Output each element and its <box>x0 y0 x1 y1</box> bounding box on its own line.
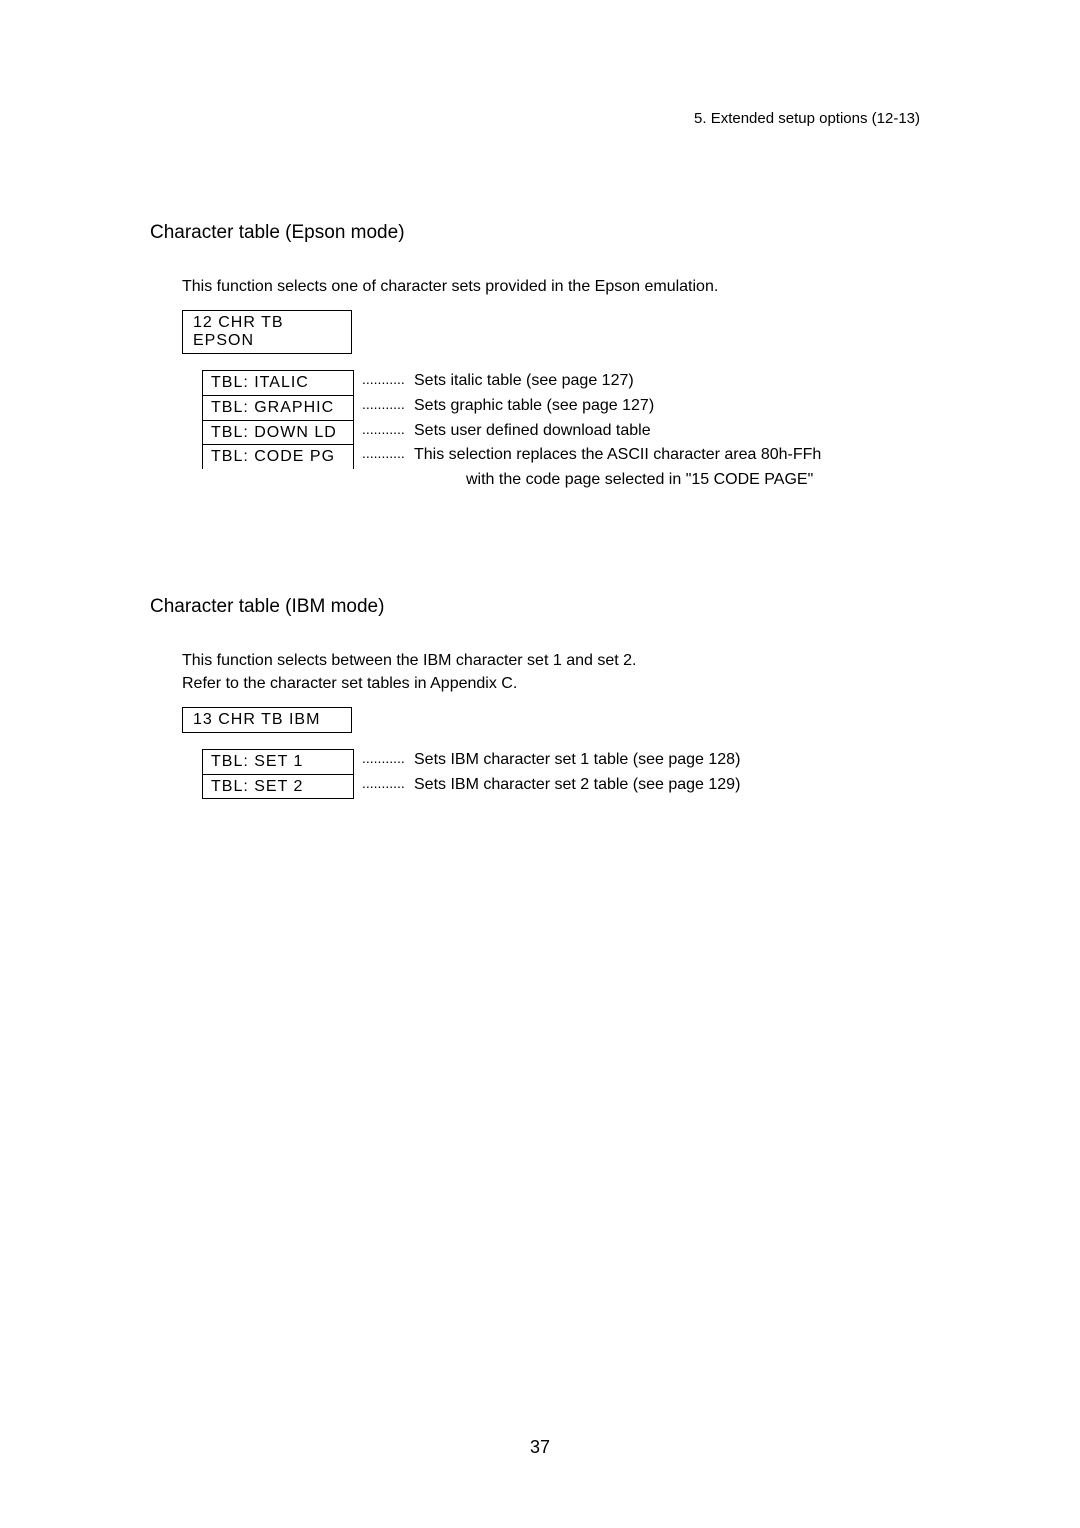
option-label-box: TBL: SET 1 <box>202 749 354 774</box>
options-block: TBL: ITALIC ........... Sets italic tabl… <box>202 370 980 491</box>
option-row: TBL: DOWN LD ........... Sets user defin… <box>202 420 980 445</box>
option-label-box: TBL: GRAPHIC <box>202 395 354 420</box>
section-description: This function selects one of character s… <box>182 276 980 298</box>
option-row: TBL: SET 1 ........... Sets IBM characte… <box>202 749 980 774</box>
section-ibm: Character table (IBM mode) This function… <box>150 596 980 799</box>
page-content: 5. Extended setup options (12-13) Charac… <box>0 0 1080 944</box>
option-description: Sets IBM character set 1 table (see page… <box>414 749 980 771</box>
section-title: Character table (IBM mode) <box>150 596 980 618</box>
option-description: This selection replaces the ASCII charac… <box>414 444 980 466</box>
option-label-box: TBL: CODE PG <box>202 444 354 469</box>
dots-separator: ........... <box>354 774 414 793</box>
options-block: TBL: SET 1 ........... Sets IBM characte… <box>202 749 980 799</box>
menu-header-box: 13 CHR TB IBM <box>182 707 352 733</box>
option-row: TBL: ITALIC ........... Sets italic tabl… <box>202 370 980 395</box>
option-description: Sets user defined download table <box>414 420 980 442</box>
option-label-box: TBL: ITALIC <box>202 370 354 395</box>
option-description: Sets italic table (see page 127) <box>414 370 980 392</box>
dots-separator: ........... <box>354 420 414 439</box>
section-title: Character table (Epson mode) <box>150 222 980 244</box>
dots-separator: ........... <box>354 444 414 463</box>
page-number: 37 <box>0 1437 1080 1458</box>
dots-separator: ........... <box>354 749 414 768</box>
dots-separator: ........... <box>354 370 414 389</box>
option-row: TBL: CODE PG ........... This selection … <box>202 444 980 469</box>
option-continuation: with the code page selected in "15 CODE … <box>466 469 980 491</box>
option-description: Sets graphic table (see page 127) <box>414 395 980 417</box>
option-row: TBL: SET 2 ........... Sets IBM characte… <box>202 774 980 800</box>
section-description: This function selects between the IBM ch… <box>182 650 980 695</box>
option-description: Sets IBM character set 2 table (see page… <box>414 774 980 796</box>
option-row: TBL: GRAPHIC ........... Sets graphic ta… <box>202 395 980 420</box>
option-label-box: TBL: DOWN LD <box>202 420 354 445</box>
menu-header-box: 12 CHR TB EPSON <box>182 310 352 354</box>
header-note: 5. Extended setup options (12-13) <box>150 110 920 127</box>
dots-separator: ........... <box>354 395 414 414</box>
section-epson: Character table (Epson mode) This functi… <box>150 222 980 491</box>
option-label-box: TBL: SET 2 <box>202 774 354 800</box>
